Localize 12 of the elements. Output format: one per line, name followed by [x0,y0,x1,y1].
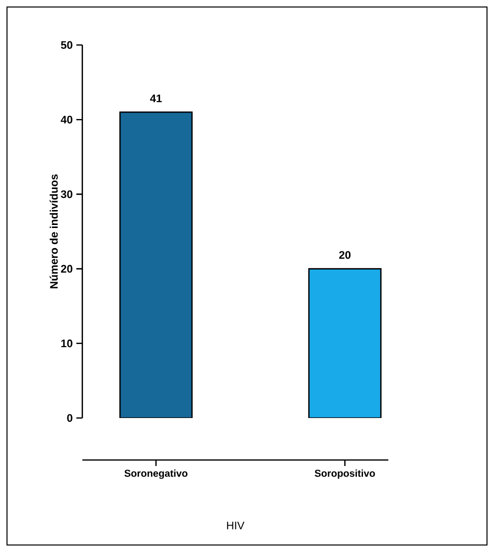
y-tick-label: 20 [60,264,72,273]
y-tick-label: 50 [60,41,72,49]
y-axis-title: Número de indivíduos [50,174,58,288]
x-tick-label: Soronegativo [124,470,188,479]
y-tick-label: 10 [61,340,72,348]
data-label: 20 [339,251,351,259]
y-tick-label: 40 [60,116,72,124]
x-axis-title: HIV [227,522,244,530]
y-tick-label: 0 [67,414,72,422]
x-tick-label: Soropositivo [314,470,375,479]
data-label: 41 [150,94,162,102]
y-tick-label: 30 [60,190,72,198]
